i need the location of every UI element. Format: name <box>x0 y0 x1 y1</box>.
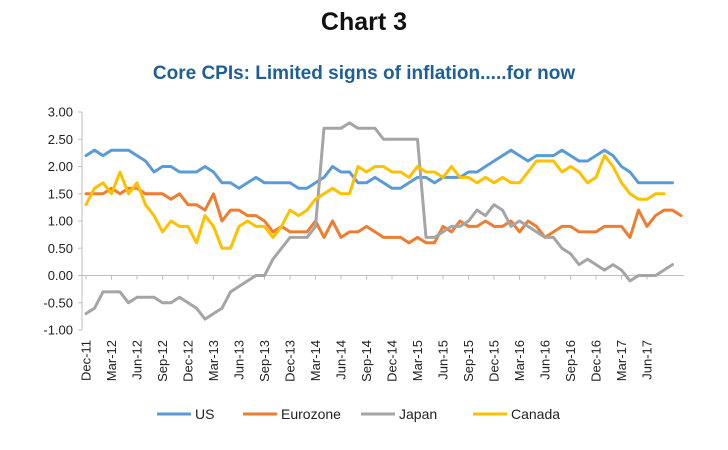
y-tick-label: -1.00 <box>43 323 73 338</box>
x-tick-label: Mar-16 <box>512 340 527 381</box>
x-tick-label: Sep-14 <box>359 340 374 382</box>
x-tick-label: Dec-15 <box>487 340 502 382</box>
x-axis: Dec-11 Mar-12 Jun-12 Sep-12 Dec-12 Mar-13 Jun-… <box>79 275 684 382</box>
x-tick-label: Mar-12 <box>104 340 119 381</box>
series-lines <box>84 121 683 321</box>
page-title: Chart 3 <box>320 8 408 36</box>
x-tick-label: Sep-16 <box>563 340 578 382</box>
x-tick-label: Jun-13 <box>232 340 247 380</box>
y-tick-label: 1.50 <box>48 186 73 201</box>
series-line-eurozone <box>84 186 683 245</box>
x-tick-label: Jun-14 <box>334 340 349 380</box>
x-tick-label: Mar-13 <box>206 340 221 381</box>
x-tick-label: Dec-11 <box>79 340 94 381</box>
y-tick-label: 1.00 <box>48 214 73 229</box>
series-line-canada <box>84 154 666 250</box>
x-tick-label: Jun-17 <box>640 340 655 380</box>
y-tick-label: 0.50 <box>48 241 73 256</box>
x-tick-label: Mar-14 <box>308 340 323 381</box>
x-tick-label: Sep-12 <box>155 340 170 382</box>
series-line-japan <box>84 121 674 321</box>
x-tick-label: Dec-14 <box>385 340 400 382</box>
x-tick-label: Dec-12 <box>181 340 196 382</box>
legend-label-eurozone: Eurozone <box>281 406 341 422</box>
legend: US Eurozone Japan Canada <box>157 406 560 422</box>
series-line-us <box>84 148 674 190</box>
y-tick-label: -0.50 <box>43 295 73 310</box>
x-tick-label: Dec-13 <box>283 340 298 382</box>
x-tick-label: Jun-16 <box>538 340 553 380</box>
x-tick-label: Sep-13 <box>257 340 272 382</box>
y-tick-label: 2.50 <box>48 132 73 147</box>
x-tick-label: Jun-15 <box>436 340 451 380</box>
y-tick-label: 0.00 <box>48 268 73 283</box>
y-axis: 3.00 2.50 2.00 1.50 1.00 0.50 0.00 -0.50 -1.00 <box>43 105 83 338</box>
y-tick-label: 2.00 <box>48 159 73 174</box>
x-tick-label: Mar-15 <box>410 340 425 381</box>
y-tick-label: 3.00 <box>48 105 73 120</box>
legend-label-us: US <box>195 406 214 422</box>
x-tick-label: Jun-12 <box>130 340 145 380</box>
x-tick-label: Dec-16 <box>589 340 604 382</box>
x-tick-label: Mar-17 <box>614 340 629 381</box>
legend-label-canada: Canada <box>511 406 560 422</box>
chart-title: Core CPIs: Limited signs of inflation...… <box>152 63 576 84</box>
legend-label-japan: Japan <box>399 406 437 422</box>
x-tick-label: Sep-15 <box>461 340 476 382</box>
